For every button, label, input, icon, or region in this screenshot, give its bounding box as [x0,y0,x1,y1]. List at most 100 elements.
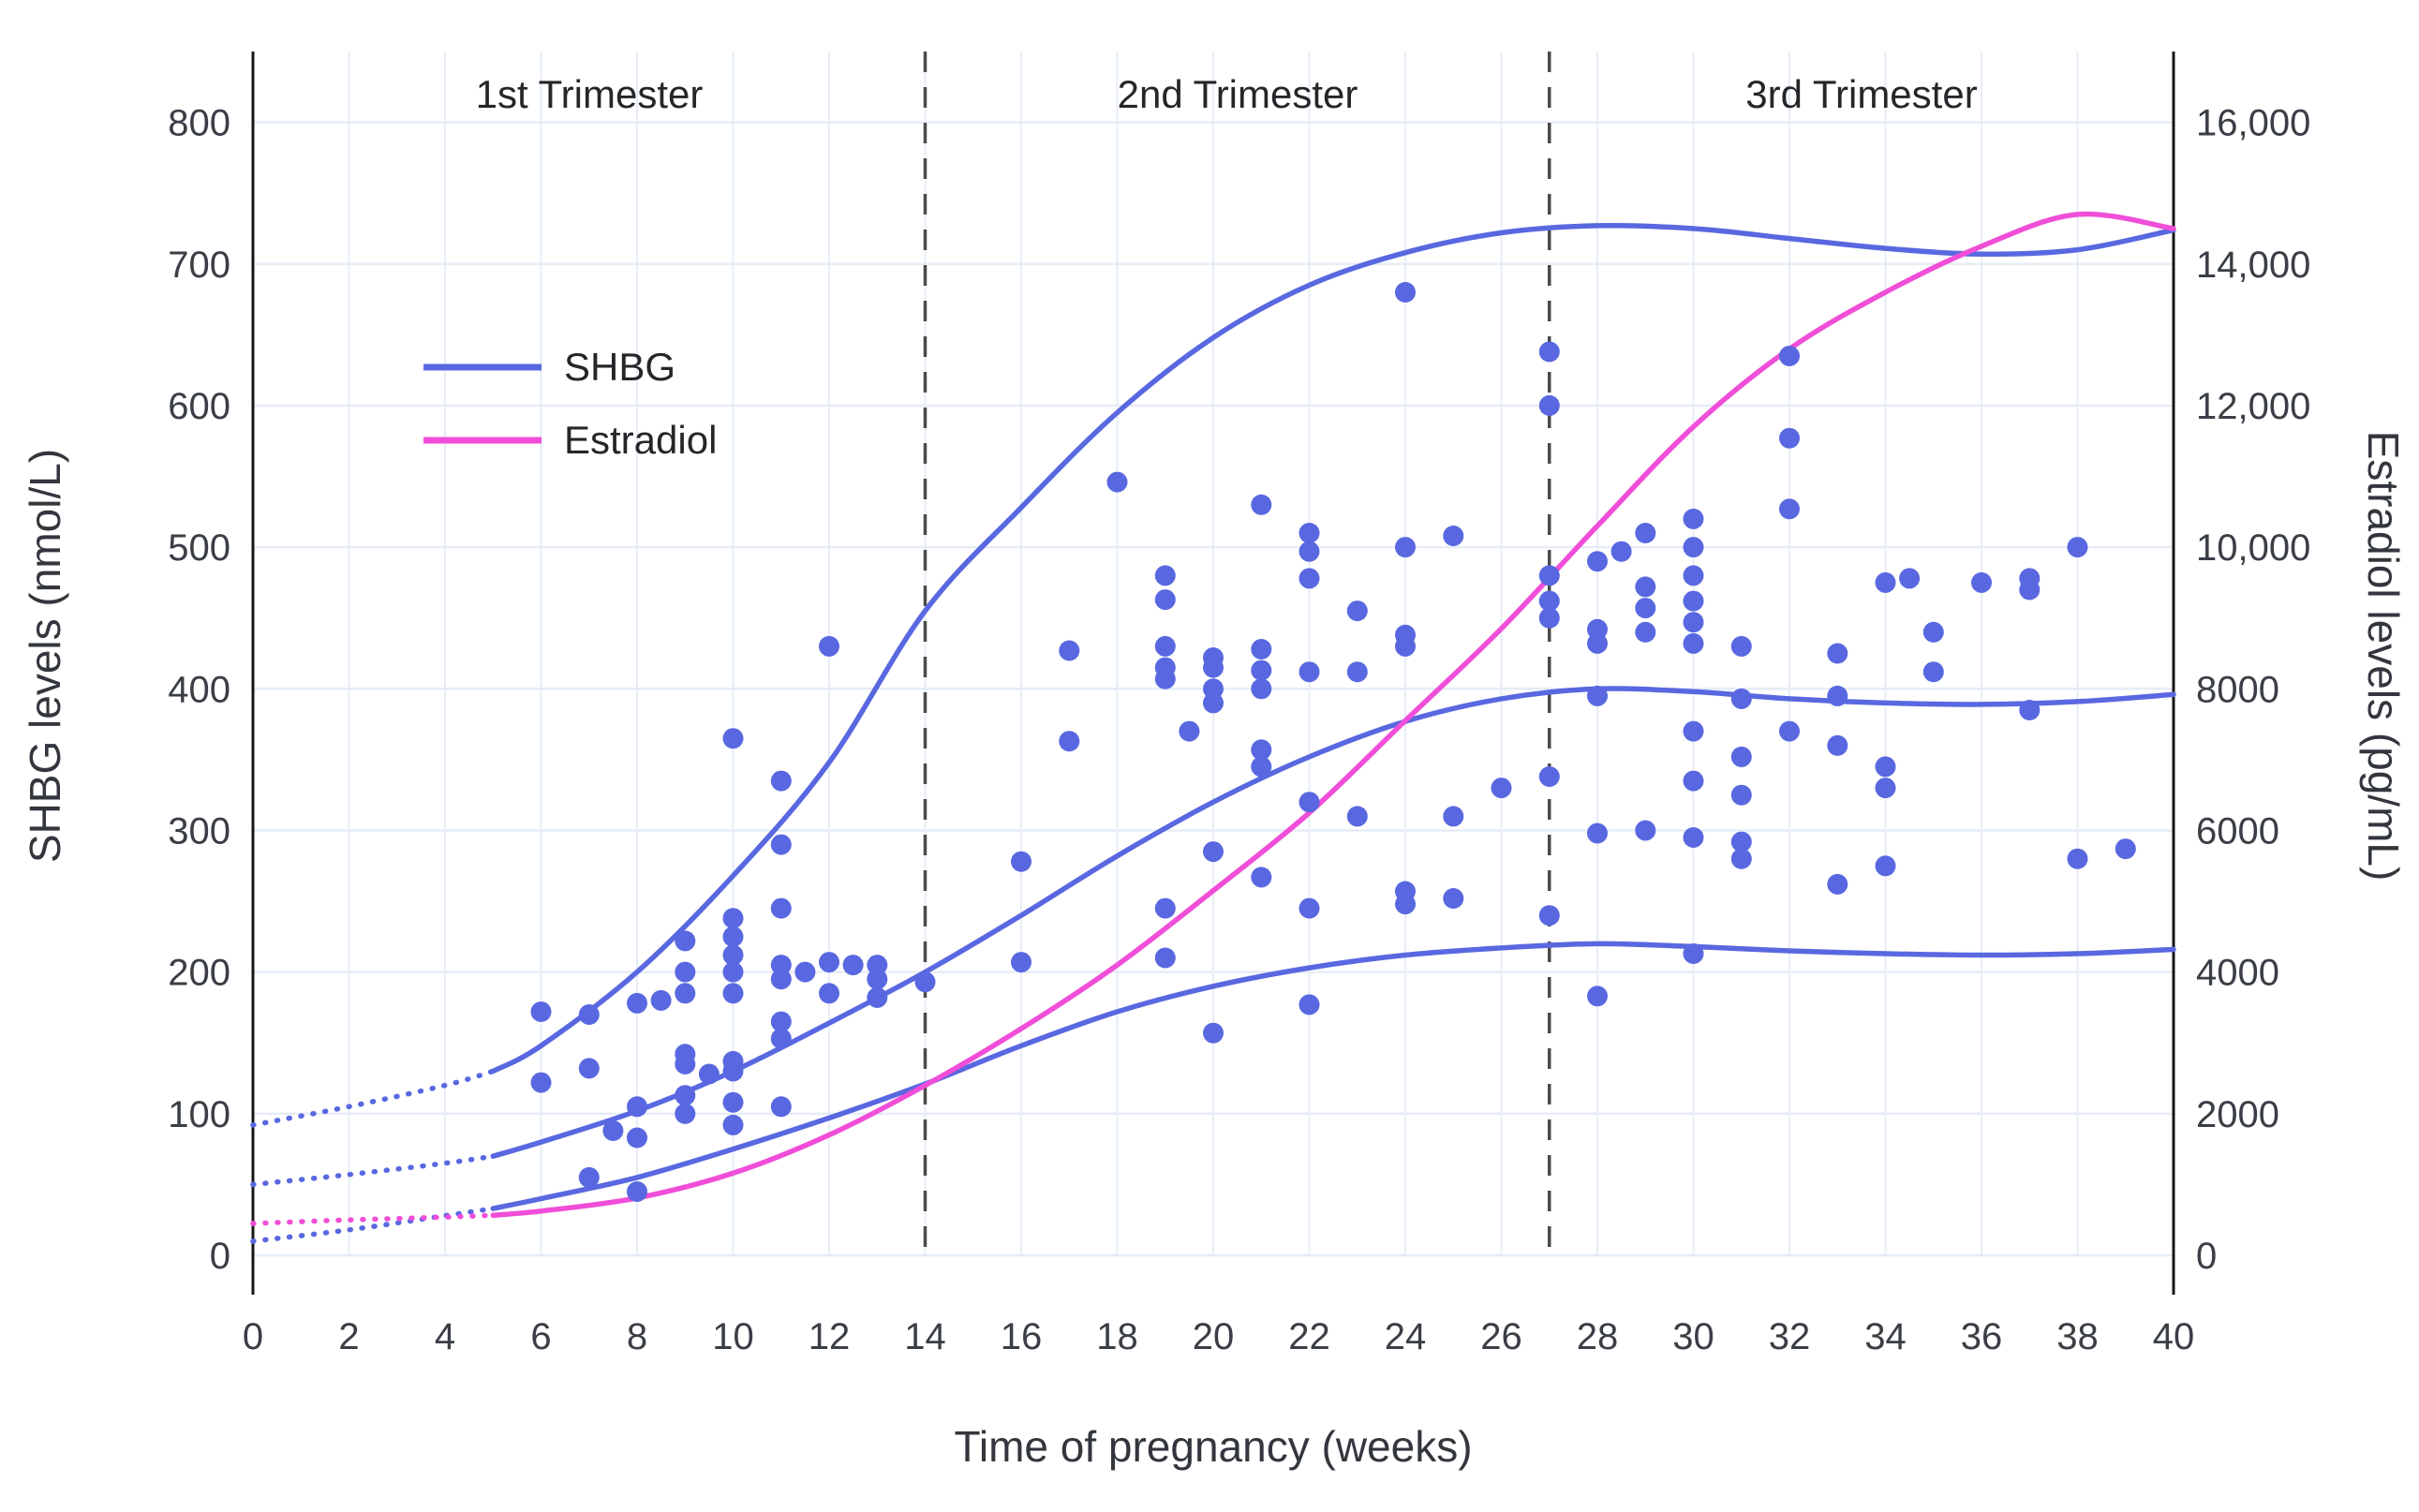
shbg-lower-curve [490,941,2176,1211]
scatter-point [1683,590,1704,612]
scatter-point [722,1050,744,1072]
scatter-point [1635,621,1656,643]
y-right-tick-label: 4000 [2196,953,2279,994]
scatter-point [1154,589,1176,611]
scatter-point [1730,831,1752,852]
scatter-point [1154,635,1176,657]
scatter-point [1875,571,1896,593]
scatter-point [1154,947,1176,969]
y-left-tick-label: 400 [168,669,230,710]
scatter-point [1730,784,1752,806]
estradiol-curve-dotted [250,1212,497,1226]
x-tick-label: 8 [627,1316,647,1357]
tick-labels-layer: 0 2 4 6 8 10 12 14 16 18 20 22 24 26 28 30 32 34 36 38 40010… [168,103,2310,1357]
x-tick-label: 0 [243,1316,263,1357]
scatter-point [1299,994,1320,1015]
y-left-tick-label: 700 [168,245,230,286]
scatter-point [722,983,744,1004]
scatter-point [1635,598,1656,619]
scatter-point [1154,565,1176,586]
scatter-point [1011,952,1031,973]
x-tick-label: 16 [1001,1316,1043,1357]
x-axis-title: Time of pregnancy (weeks) [954,1422,1472,1471]
scatter-point [1683,508,1704,529]
scatter-point [1059,640,1080,661]
scatter-point [627,1096,647,1118]
scatter-point [1179,720,1200,742]
scatter-point [1779,720,1800,742]
scatter-point [1683,770,1704,792]
legend-label-estradiol: Estradiol [564,418,717,462]
scatter-point [1203,841,1224,863]
scatter-point [1011,851,1031,872]
scatter-point [1443,526,1464,546]
scatter-point [1683,537,1704,558]
scatter-point [1154,897,1176,919]
scatter-point [819,983,839,1004]
x-tick-label: 24 [1385,1316,1427,1357]
scatter-point [1203,647,1224,668]
scatter-point [1395,537,1416,558]
y-left-axis-title: SHBG levels (nmol/L) [21,449,69,863]
scatter-point [1730,746,1752,767]
scatter-point [530,1072,552,1093]
scatter-point [770,770,792,792]
scatter-point [722,1114,744,1135]
scatter-point [1827,873,1848,895]
scatter-point [1154,657,1176,678]
x-tick-label: 32 [1769,1316,1811,1357]
scatter-point [794,961,816,983]
scatter-point [1779,427,1800,449]
scatter-point [722,1091,744,1113]
scatter-point [867,969,888,990]
scatter-point [1299,568,1320,589]
scatter-point [1779,346,1800,366]
scatter-point [1635,820,1656,841]
scatter-point [1538,565,1560,586]
y-right-axis-title: Estradiol levels (pg/mL) [2359,431,2408,882]
scatter-point [1683,943,1704,964]
trimester-label-2nd: 2nd Trimester [1118,72,1358,116]
scatter-point [1538,766,1560,787]
scatter-point [1203,1022,1224,1044]
scatter-point [2067,848,2088,869]
scatter-point [1875,778,1896,799]
scatter-point [1827,734,1848,756]
scatter-point [1251,756,1272,778]
y-right-tick-label: 10,000 [2196,527,2310,569]
shbg-mean-curve [490,686,2176,1159]
scatter-point [1299,792,1320,813]
x-tick-label: 40 [2153,1316,2195,1357]
scatter-point [602,1120,624,1141]
x-tick-label: 28 [1577,1316,1619,1357]
scatter-point [1346,806,1368,827]
scatter-point [2067,537,2088,558]
scatter-point [1899,568,1921,589]
y-left-tick-label: 500 [168,527,230,569]
y-left-tick-label: 800 [168,103,230,144]
scatter-point [1683,827,1704,848]
scatter-point [1299,523,1320,543]
x-tick-label: 30 [1672,1316,1714,1357]
scatter-point [770,897,792,919]
scatter-point [530,1001,552,1022]
scatter-point [1443,806,1464,827]
scatter-point [1730,635,1752,657]
scatter-point [1538,607,1560,629]
scatter-point [1730,688,1752,709]
y-right-tick-label: 12,000 [2196,386,2310,427]
scatter-point [627,1181,647,1202]
scatter-point [1635,576,1656,598]
x-tick-label: 4 [435,1316,455,1357]
scatter-point [1395,624,1416,645]
scatter-point [2115,838,2136,860]
scatter-point [1683,720,1704,742]
scatter-point [1346,600,1368,622]
scatter-point [578,1004,600,1025]
scatter-point [819,635,839,657]
x-tick-label: 18 [1096,1316,1138,1357]
y-left-tick-label: 300 [168,810,230,852]
scatter-point [2019,568,2041,589]
